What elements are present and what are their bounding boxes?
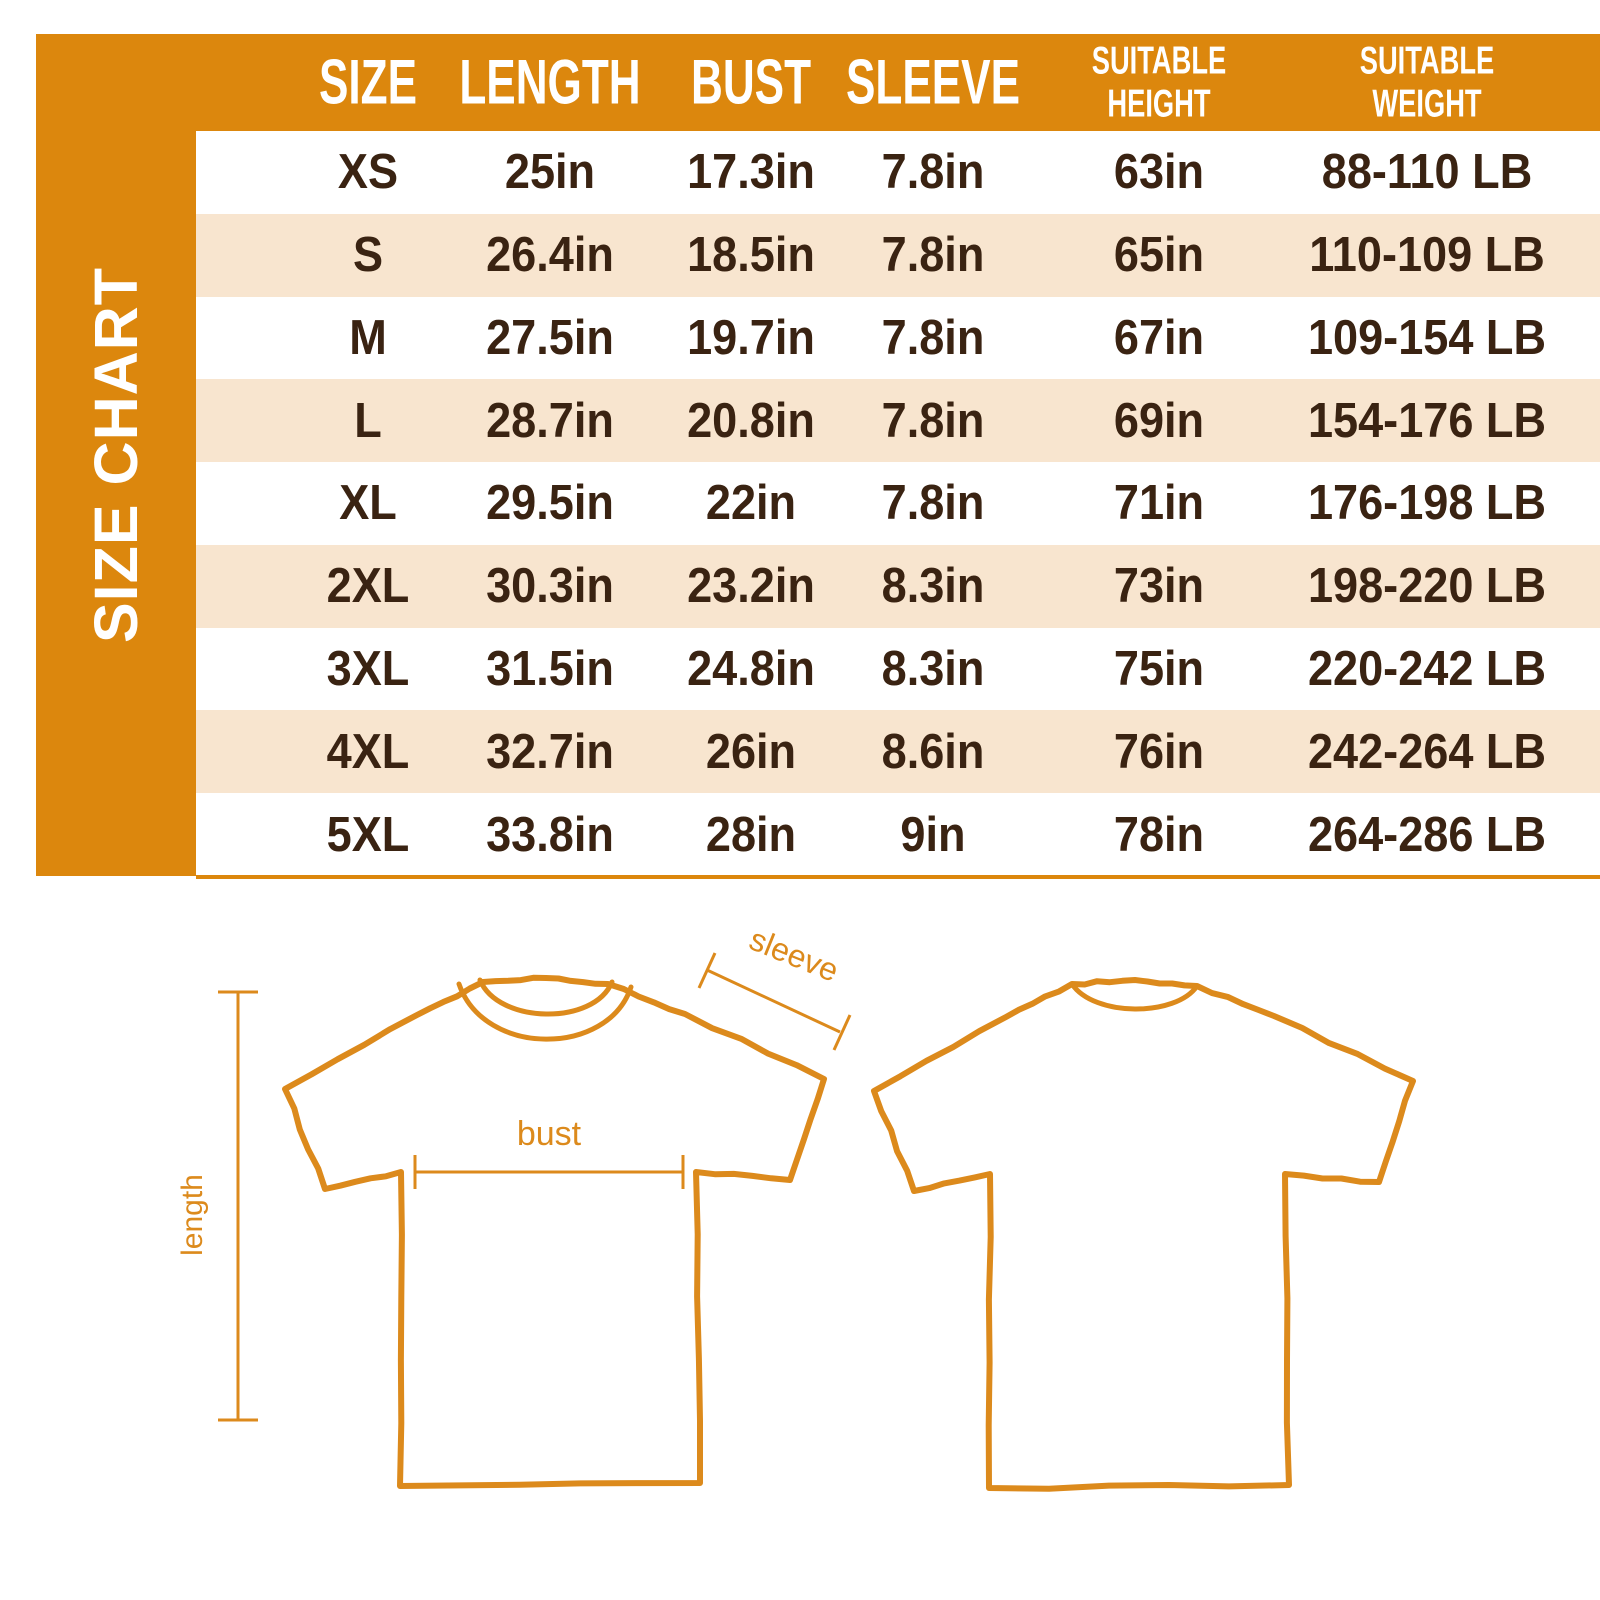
svg-text:length: length	[176, 1174, 209, 1256]
svg-text:bust: bust	[517, 1115, 582, 1153]
svg-text:sleeve: sleeve	[744, 921, 843, 989]
